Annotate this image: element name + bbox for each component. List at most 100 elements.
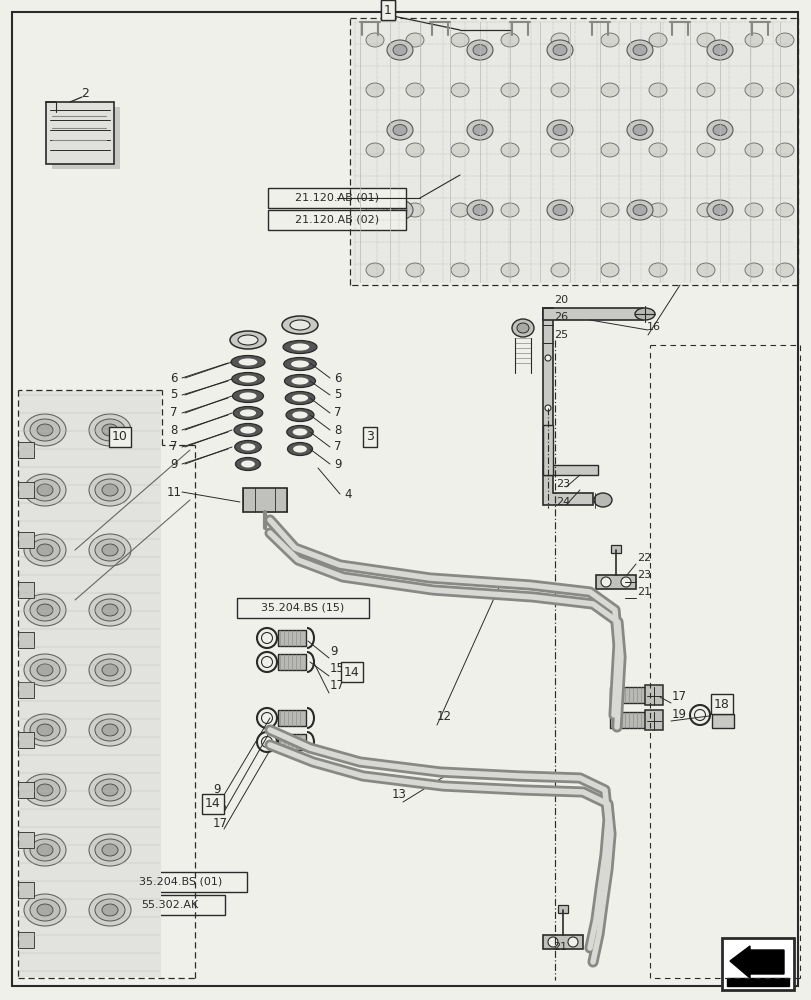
Ellipse shape	[257, 652, 277, 672]
Bar	[18, 782, 34, 798]
Text: 26: 26	[553, 312, 568, 322]
Ellipse shape	[450, 263, 469, 277]
Ellipse shape	[37, 424, 53, 436]
Ellipse shape	[231, 372, 264, 385]
Ellipse shape	[89, 474, 131, 506]
Text: 4: 4	[344, 488, 351, 500]
Ellipse shape	[232, 389, 264, 402]
Ellipse shape	[257, 732, 277, 752]
Ellipse shape	[633, 205, 646, 216]
Ellipse shape	[600, 203, 618, 217]
Ellipse shape	[95, 839, 125, 861]
Ellipse shape	[696, 203, 714, 217]
Bar	[18, 832, 34, 848]
Ellipse shape	[37, 484, 53, 496]
Text: 7: 7	[334, 440, 341, 454]
Ellipse shape	[102, 784, 118, 796]
Ellipse shape	[406, 263, 423, 277]
Text: 21: 21	[636, 587, 650, 597]
Ellipse shape	[284, 374, 315, 387]
Ellipse shape	[239, 409, 255, 417]
Ellipse shape	[37, 784, 53, 796]
Ellipse shape	[281, 316, 318, 334]
Ellipse shape	[626, 40, 652, 60]
Bar	[268, 210, 406, 230]
Ellipse shape	[102, 484, 118, 496]
Ellipse shape	[473, 205, 487, 216]
Ellipse shape	[600, 83, 618, 97]
Ellipse shape	[290, 343, 309, 351]
Ellipse shape	[544, 455, 551, 461]
Ellipse shape	[544, 355, 551, 361]
Text: 18: 18	[713, 698, 729, 710]
Ellipse shape	[89, 534, 131, 566]
Ellipse shape	[547, 120, 573, 140]
Ellipse shape	[102, 904, 118, 916]
Ellipse shape	[30, 599, 60, 621]
Ellipse shape	[293, 445, 307, 453]
Ellipse shape	[500, 33, 518, 47]
Ellipse shape	[233, 406, 263, 420]
Bar	[46, 102, 114, 164]
Ellipse shape	[95, 479, 125, 501]
Ellipse shape	[230, 331, 266, 349]
Bar	[18, 682, 34, 698]
Ellipse shape	[95, 419, 125, 441]
Ellipse shape	[633, 124, 646, 136]
Ellipse shape	[600, 263, 618, 277]
Text: 16: 16	[646, 322, 660, 332]
Ellipse shape	[366, 203, 384, 217]
Ellipse shape	[450, 203, 469, 217]
Ellipse shape	[37, 544, 53, 556]
Ellipse shape	[261, 633, 272, 644]
Text: 8: 8	[334, 424, 341, 436]
Ellipse shape	[290, 360, 308, 368]
Polygon shape	[543, 308, 592, 505]
Ellipse shape	[261, 656, 272, 668]
Ellipse shape	[102, 544, 118, 556]
Text: 15: 15	[212, 800, 228, 813]
Text: 9: 9	[170, 458, 178, 471]
Bar	[543, 935, 582, 949]
Ellipse shape	[89, 714, 131, 746]
Text: 7: 7	[334, 406, 341, 420]
Ellipse shape	[775, 203, 793, 217]
Text: 6: 6	[170, 371, 178, 384]
Bar	[18, 932, 34, 948]
Ellipse shape	[450, 143, 469, 157]
Ellipse shape	[89, 774, 131, 806]
Ellipse shape	[696, 33, 714, 47]
Ellipse shape	[517, 323, 528, 333]
Ellipse shape	[257, 708, 277, 728]
Ellipse shape	[387, 200, 413, 220]
Ellipse shape	[37, 724, 53, 736]
Text: 55.302.AK: 55.302.AK	[141, 900, 199, 910]
Ellipse shape	[30, 659, 60, 681]
Bar	[277, 734, 306, 750]
Ellipse shape	[283, 358, 315, 370]
Bar	[18, 482, 34, 498]
Bar	[721, 938, 793, 990]
Bar	[711, 714, 733, 728]
Ellipse shape	[744, 263, 762, 277]
Bar	[52, 107, 120, 169]
Ellipse shape	[600, 33, 618, 47]
Ellipse shape	[551, 263, 569, 277]
Ellipse shape	[102, 664, 118, 676]
Text: 14: 14	[344, 666, 359, 678]
Ellipse shape	[286, 426, 313, 438]
Text: 11: 11	[166, 486, 182, 498]
Ellipse shape	[696, 263, 714, 277]
Text: 15: 15	[329, 662, 345, 675]
Ellipse shape	[261, 712, 272, 724]
Ellipse shape	[95, 719, 125, 741]
Ellipse shape	[235, 458, 260, 471]
Text: 6: 6	[334, 371, 341, 384]
Ellipse shape	[102, 604, 118, 616]
Ellipse shape	[24, 894, 66, 926]
Text: 9: 9	[334, 458, 341, 471]
Ellipse shape	[241, 460, 255, 468]
Ellipse shape	[24, 654, 66, 686]
Ellipse shape	[648, 143, 666, 157]
Ellipse shape	[287, 442, 312, 456]
